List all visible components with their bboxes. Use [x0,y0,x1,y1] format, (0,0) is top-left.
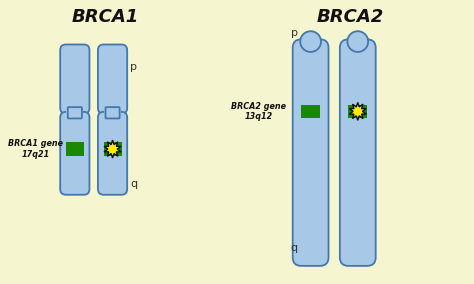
FancyBboxPatch shape [104,108,121,118]
FancyBboxPatch shape [66,108,83,118]
Text: p: p [130,62,137,72]
FancyBboxPatch shape [68,107,82,118]
Polygon shape [349,103,366,120]
FancyBboxPatch shape [60,45,90,114]
Text: p: p [291,28,298,38]
Text: q: q [130,179,137,189]
Text: BRCA2: BRCA2 [317,8,384,26]
FancyBboxPatch shape [98,45,127,114]
FancyBboxPatch shape [340,39,376,266]
FancyBboxPatch shape [106,107,119,118]
FancyBboxPatch shape [348,105,367,118]
Polygon shape [104,140,121,158]
Circle shape [347,31,368,52]
Text: BRCA2 gene
13q12: BRCA2 gene 13q12 [231,102,286,121]
Text: BRCA1 gene
17q21: BRCA1 gene 17q21 [8,139,63,159]
Circle shape [300,31,321,52]
FancyBboxPatch shape [301,105,320,118]
Text: q: q [291,243,298,253]
FancyBboxPatch shape [66,143,84,156]
FancyBboxPatch shape [98,112,127,195]
FancyBboxPatch shape [60,112,90,195]
Text: BRCA1: BRCA1 [72,8,139,26]
FancyBboxPatch shape [293,39,328,266]
FancyBboxPatch shape [104,143,121,156]
